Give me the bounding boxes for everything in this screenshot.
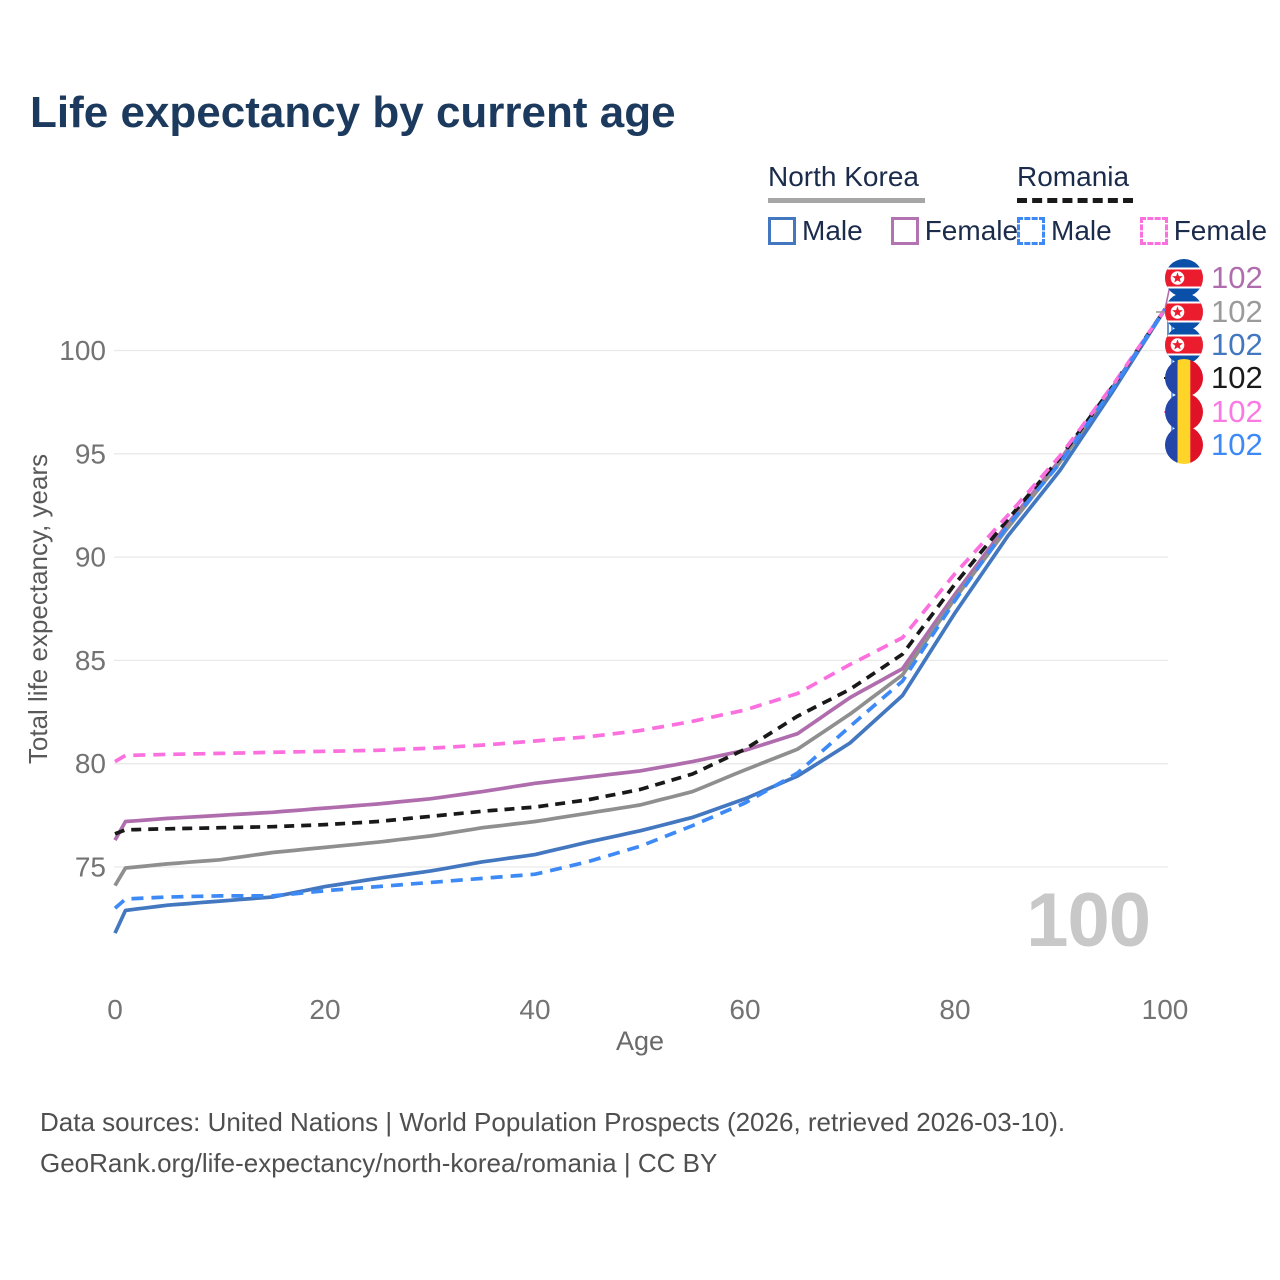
- flag-art: [1165, 359, 1203, 397]
- nk-red-star: [1172, 339, 1183, 350]
- flag-art: [1165, 393, 1203, 431]
- flag-art: [1165, 293, 1203, 331]
- ro-yellow-stripe: [1177, 359, 1191, 397]
- x-tick-40: 40: [519, 994, 550, 1025]
- flag-icon-romania: [1165, 393, 1203, 431]
- ro-yellow-stripe: [1177, 426, 1191, 464]
- ro-blue-stripe: [1165, 359, 1178, 397]
- legend-group-romania: Romania Male Female: [1017, 161, 1267, 247]
- legend-label-male: Male: [802, 215, 863, 246]
- end-value-label: 102: [1211, 360, 1263, 395]
- flag-icon-romania: [1165, 426, 1203, 464]
- end-value-label: 102: [1211, 294, 1263, 329]
- series-line-north-korea-female[interactable]: [113, 308, 1167, 842]
- flag-icon-north-korea: [1165, 259, 1203, 297]
- legend-item-north-korea-male[interactable]: Male: [768, 215, 863, 247]
- y-tick-95: 95: [75, 438, 106, 469]
- age-counter-watermark: 100: [1026, 878, 1150, 963]
- ro-blue-stripe: [1165, 426, 1178, 464]
- flag-art: [1165, 426, 1203, 464]
- north-korea-male-swatch: [768, 217, 796, 245]
- data-source-line: Data sources: United Nations | World Pop…: [40, 1107, 1066, 1137]
- source-url-line[interactable]: GeoRank.org/life-expectancy/north-korea/…: [40, 1148, 718, 1178]
- flag-art: [1165, 259, 1203, 297]
- ro-blue-stripe: [1165, 393, 1178, 431]
- legend-label-female: Female: [924, 215, 1019, 246]
- y-tick-90: 90: [75, 542, 106, 573]
- legend-country-romania[interactable]: Romania: [1017, 161, 1130, 192]
- romania-female-swatch: [1139, 217, 1168, 245]
- end-value-label: 102: [1211, 394, 1263, 429]
- flag-icon-romania: [1165, 359, 1203, 397]
- legend-label-male: Male: [1051, 215, 1112, 246]
- series-line-romania-female[interactable]: [114, 308, 1167, 764]
- flag-art: [1165, 326, 1203, 364]
- ro-red-stripe: [1190, 393, 1203, 431]
- y-tick-75: 75: [75, 852, 106, 883]
- x-tick-60: 60: [729, 994, 760, 1025]
- flag-icon-north-korea: [1165, 326, 1203, 364]
- page-title: Life expectancy by current age: [30, 88, 676, 137]
- legend-country-line-sample-romania: Romania: [1017, 161, 1134, 203]
- legend-group-north-korea: North Korea Male Female: [768, 161, 1018, 247]
- series-line-romania-male[interactable]: [113, 308, 1167, 910]
- series-line-north-korea-male[interactable]: [113, 308, 1167, 934]
- series-line-romania-all[interactable]: [114, 308, 1167, 836]
- x-tick-80: 80: [939, 994, 970, 1025]
- legend-country-north-korea[interactable]: North Korea: [768, 161, 919, 192]
- end-value-label: 102: [1211, 260, 1263, 295]
- x-tick-0: 0: [107, 994, 123, 1025]
- legend-label-female: Female: [1173, 215, 1268, 246]
- attribution-footer: Data sources: United Nations | World Pop…: [40, 1102, 1065, 1184]
- y-tick-80: 80: [75, 748, 106, 779]
- series-line-north-korea-all[interactable]: [113, 308, 1167, 887]
- x-axis-title: Age: [616, 1026, 664, 1056]
- legend-country-line-sample-north-korea: North Korea: [768, 161, 925, 203]
- flag-icon-north-korea: [1165, 293, 1203, 331]
- end-value-label: 102: [1211, 427, 1263, 462]
- y-tick-100: 100: [59, 335, 106, 366]
- north-korea-female-swatch: [890, 217, 919, 245]
- romania-male-swatch: [1017, 217, 1045, 245]
- y-tick-85: 85: [75, 645, 106, 676]
- end-value-label: 102: [1211, 327, 1263, 362]
- y-axis-title: Total life expectancy, years: [23, 454, 53, 764]
- legend-item-romania-male[interactable]: Male: [1017, 215, 1112, 247]
- legend-item-romania-female[interactable]: Female: [1139, 215, 1268, 247]
- ro-yellow-stripe: [1177, 393, 1191, 431]
- ro-red-stripe: [1190, 426, 1203, 464]
- ro-red-stripe: [1190, 359, 1203, 397]
- legend-item-north-korea-female[interactable]: Female: [890, 215, 1019, 247]
- x-tick-100: 100: [1142, 994, 1189, 1025]
- nk-red-star: [1172, 306, 1183, 317]
- nk-red-star: [1172, 272, 1183, 283]
- x-tick-20: 20: [309, 994, 340, 1025]
